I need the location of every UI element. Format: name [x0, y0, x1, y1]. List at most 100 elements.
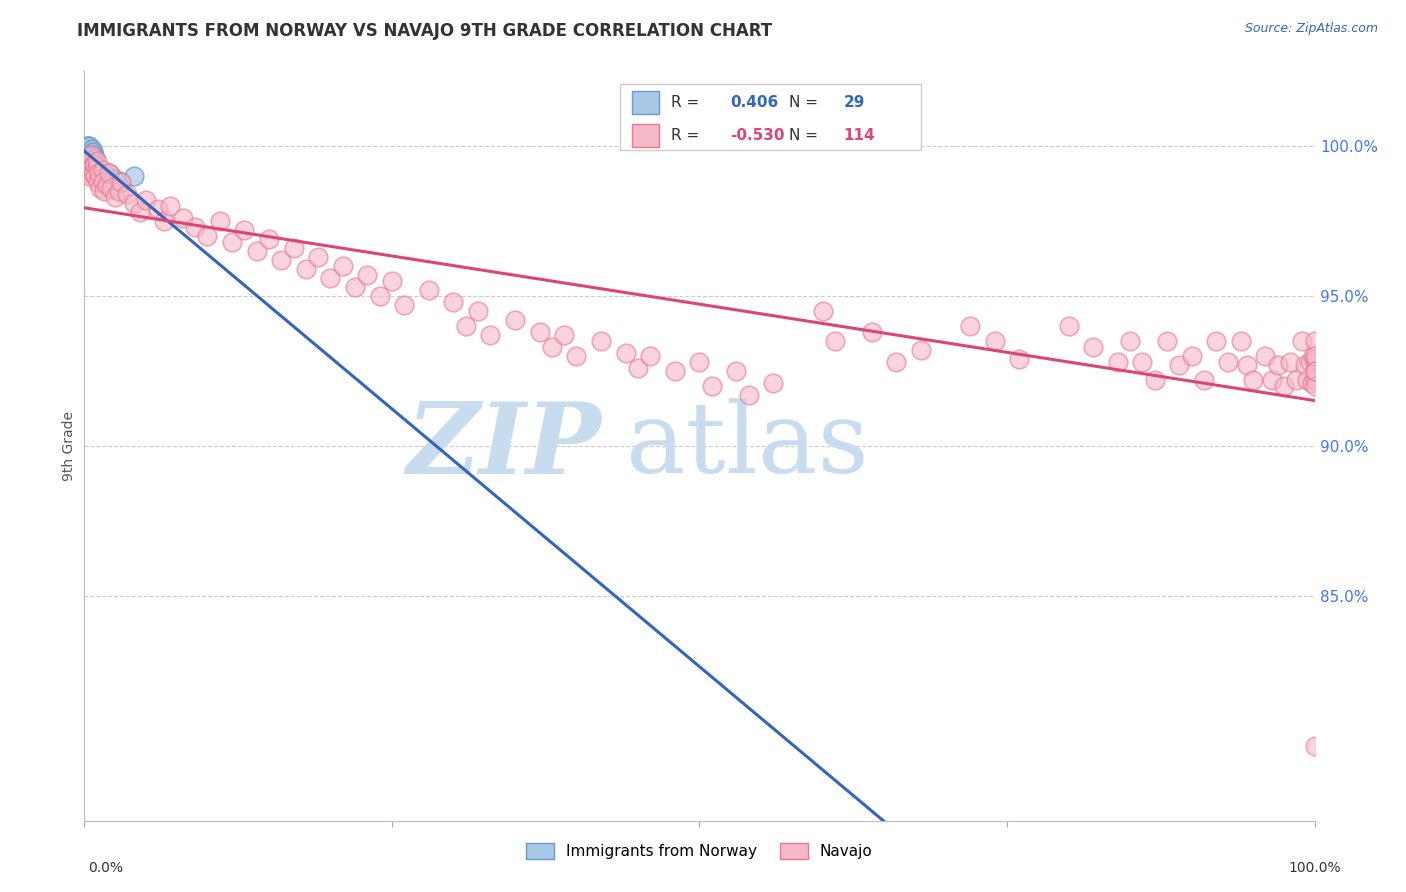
Point — [1294, 358, 1316, 372]
Point — [1254, 349, 1277, 363]
Point — [1130, 355, 1153, 369]
Point — [1303, 355, 1326, 369]
Point — [1296, 373, 1319, 387]
Point — [627, 361, 650, 376]
Point — [83, 157, 105, 171]
Point — [725, 364, 748, 378]
Point — [79, 151, 101, 165]
Point — [1192, 373, 1215, 387]
Point — [79, 145, 101, 160]
Point — [76, 142, 98, 156]
Point — [82, 166, 104, 180]
Point — [319, 271, 342, 285]
Point — [93, 184, 115, 198]
Point — [77, 139, 100, 153]
Point — [87, 169, 111, 184]
Point — [591, 334, 613, 348]
Point — [221, 235, 243, 250]
Point — [1267, 358, 1289, 372]
Point — [76, 139, 98, 153]
Point — [84, 169, 107, 184]
Text: atlas: atlas — [626, 398, 869, 494]
Point — [86, 154, 108, 169]
Point — [368, 289, 391, 303]
Point — [135, 193, 157, 207]
Point — [148, 202, 170, 217]
Point — [77, 166, 100, 180]
Legend: Immigrants from Norway, Navajo: Immigrants from Norway, Navajo — [520, 838, 879, 865]
Point — [1057, 319, 1080, 334]
Point — [1303, 379, 1326, 393]
Point — [1218, 355, 1240, 369]
Point — [104, 190, 127, 204]
Text: 29: 29 — [844, 95, 865, 110]
Text: N =: N = — [789, 128, 823, 143]
Point — [1303, 373, 1326, 387]
Point — [1272, 379, 1295, 393]
Point — [79, 145, 101, 160]
Point — [467, 304, 489, 318]
Text: 0.406: 0.406 — [730, 95, 779, 110]
Point — [1301, 376, 1323, 390]
Point — [100, 181, 122, 195]
Point — [110, 175, 132, 189]
Point — [295, 262, 318, 277]
Point — [96, 169, 118, 184]
Point — [1303, 364, 1326, 378]
FancyBboxPatch shape — [620, 84, 921, 150]
Point — [98, 166, 120, 180]
Point — [197, 229, 219, 244]
Point — [1156, 334, 1178, 348]
Point — [122, 196, 145, 211]
Point — [553, 328, 575, 343]
Y-axis label: 9th Grade: 9th Grade — [62, 411, 76, 481]
Point — [1107, 355, 1129, 369]
Point — [1119, 334, 1142, 348]
Point — [614, 346, 637, 360]
Point — [96, 178, 118, 193]
Point — [79, 154, 101, 169]
Point — [79, 139, 101, 153]
Point — [762, 376, 785, 390]
Point — [1302, 349, 1324, 363]
Point — [76, 161, 98, 175]
Point — [110, 175, 132, 189]
Point — [541, 340, 564, 354]
Point — [1303, 364, 1326, 378]
Point — [1303, 739, 1326, 753]
Point — [1008, 352, 1031, 367]
Point — [503, 313, 526, 327]
Point — [1299, 355, 1322, 369]
Point — [80, 154, 103, 169]
Point — [1205, 334, 1227, 348]
Point — [910, 343, 932, 357]
Point — [84, 161, 107, 175]
Point — [479, 328, 502, 343]
Point — [344, 280, 367, 294]
Point — [82, 154, 104, 169]
Point — [91, 163, 114, 178]
Text: -0.530: -0.530 — [730, 128, 785, 143]
Point — [1143, 373, 1166, 387]
Point — [104, 172, 127, 186]
Point — [75, 163, 97, 178]
Point — [824, 334, 846, 348]
Point — [886, 355, 908, 369]
Point — [89, 181, 111, 195]
Point — [1303, 334, 1326, 348]
Point — [79, 148, 101, 162]
Point — [1241, 373, 1264, 387]
Point — [80, 161, 103, 175]
Point — [1083, 340, 1105, 354]
Point — [664, 364, 686, 378]
Point — [83, 148, 105, 162]
Point — [1229, 334, 1253, 348]
Text: N =: N = — [789, 95, 823, 110]
Point — [128, 205, 150, 219]
Point — [77, 142, 100, 156]
Point — [283, 241, 305, 255]
Point — [418, 283, 440, 297]
Point — [91, 175, 114, 189]
Point — [153, 214, 176, 228]
Point — [443, 295, 465, 310]
